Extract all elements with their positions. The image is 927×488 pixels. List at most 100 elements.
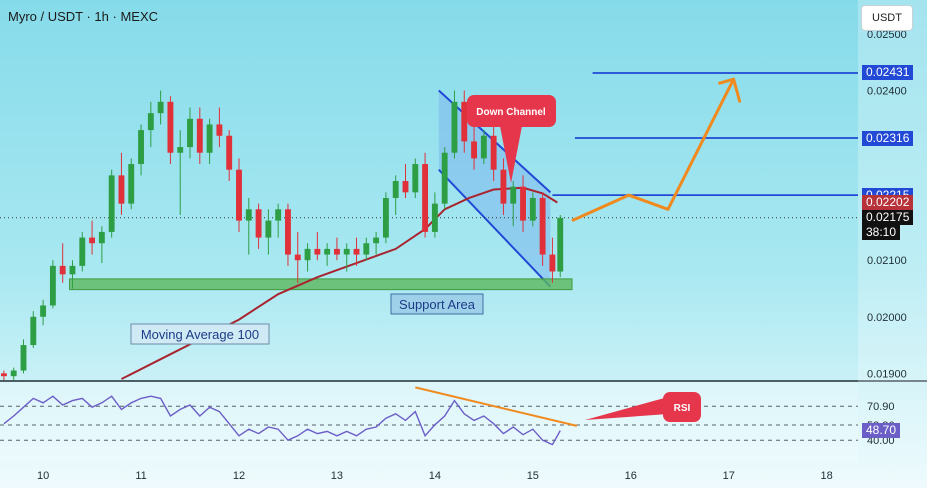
price-axis-area[interactable] xyxy=(858,0,927,488)
price-tag-target-2: 0.02316 xyxy=(862,130,914,146)
candle-body xyxy=(0,373,7,377)
candle-body xyxy=(373,237,380,244)
candle[interactable] xyxy=(549,237,556,283)
down-channel-label: Down Channel xyxy=(476,107,546,118)
candle[interactable] xyxy=(363,237,370,261)
candle[interactable] xyxy=(49,260,56,309)
candle[interactable] xyxy=(441,147,448,210)
candle[interactable] xyxy=(382,192,389,244)
price-tag-moving-average: 0.02202 xyxy=(862,195,914,210)
candle[interactable] xyxy=(0,370,7,381)
candle[interactable] xyxy=(187,107,193,159)
price-tag-last-price: 0.02175 xyxy=(862,210,914,226)
candle[interactable] xyxy=(206,118,213,165)
candle-body xyxy=(304,248,311,261)
candle[interactable] xyxy=(128,158,135,210)
candle[interactable] xyxy=(539,192,546,266)
down-channel-lower-line[interactable] xyxy=(438,169,552,288)
candle[interactable] xyxy=(40,299,47,326)
support-area-label-box xyxy=(390,293,484,315)
candle[interactable] xyxy=(236,158,242,232)
candle[interactable] xyxy=(255,203,262,249)
candle[interactable] xyxy=(557,214,564,278)
candle-body xyxy=(412,164,419,193)
projection-arrow[interactable] xyxy=(571,78,735,222)
candle[interactable] xyxy=(265,209,272,255)
candle[interactable] xyxy=(157,90,164,125)
candle[interactable] xyxy=(196,107,203,165)
candle-body xyxy=(353,248,360,255)
candle[interactable] xyxy=(89,220,96,255)
candle-body xyxy=(226,135,233,170)
moving-average-label: Moving Average 100 xyxy=(141,327,259,342)
candle-body xyxy=(79,237,86,266)
candle[interactable] xyxy=(245,197,252,255)
candle[interactable] xyxy=(480,130,487,165)
rsi-callout[interactable] xyxy=(663,392,701,422)
candle[interactable] xyxy=(461,90,468,153)
candle[interactable] xyxy=(30,311,37,348)
time-tick-label: 18 xyxy=(821,470,833,482)
rsi-pane-background xyxy=(0,381,858,462)
candle[interactable] xyxy=(392,175,399,215)
candle-body xyxy=(539,197,546,255)
candle[interactable] xyxy=(98,226,105,264)
candle[interactable] xyxy=(79,231,86,272)
candle[interactable] xyxy=(520,175,526,232)
down-channel-callout[interactable] xyxy=(467,95,556,127)
rsi-divergence-line[interactable] xyxy=(415,386,578,427)
candle-body xyxy=(89,237,96,244)
candle[interactable] xyxy=(333,237,340,261)
candle-body xyxy=(30,316,37,346)
candle[interactable] xyxy=(177,130,184,215)
time-tick-label: 16 xyxy=(625,470,637,482)
candle[interactable] xyxy=(500,158,507,215)
candle-body xyxy=(529,197,536,221)
candle-body xyxy=(236,169,242,221)
candle-body xyxy=(520,186,526,221)
candle[interactable] xyxy=(59,243,66,283)
candle[interactable] xyxy=(108,169,115,238)
candle[interactable] xyxy=(304,243,311,272)
candle[interactable] xyxy=(451,90,458,159)
support-area-zone[interactable] xyxy=(69,278,573,291)
candle[interactable] xyxy=(343,243,350,272)
candle[interactable] xyxy=(529,192,536,227)
candle-body xyxy=(187,118,193,148)
candle[interactable] xyxy=(471,124,477,170)
candle[interactable] xyxy=(138,124,144,176)
candle[interactable] xyxy=(167,96,174,165)
candle-body xyxy=(294,254,301,261)
candle[interactable] xyxy=(10,367,17,381)
candle[interactable] xyxy=(20,339,27,374)
candle[interactable] xyxy=(373,231,380,255)
candle[interactable] xyxy=(226,130,233,182)
candle[interactable] xyxy=(275,203,282,238)
candle-body xyxy=(343,248,350,255)
time-axis-area[interactable] xyxy=(0,462,858,488)
time-tick-label: 12 xyxy=(233,470,245,482)
candle[interactable] xyxy=(285,203,291,266)
candle-body xyxy=(285,209,291,255)
candle[interactable] xyxy=(324,243,331,266)
rsi-line[interactable] xyxy=(3,395,561,446)
candle[interactable] xyxy=(147,101,154,148)
candle[interactable] xyxy=(422,152,429,238)
candle-body xyxy=(324,248,331,255)
candle[interactable] xyxy=(412,158,419,198)
candle[interactable] xyxy=(314,231,321,261)
candle[interactable] xyxy=(294,231,301,283)
candle[interactable] xyxy=(402,164,409,198)
currency-selector[interactable]: USDT xyxy=(861,5,913,31)
candle[interactable] xyxy=(118,152,125,215)
candle-body xyxy=(69,265,76,275)
candle[interactable] xyxy=(216,107,223,148)
candle[interactable] xyxy=(431,192,438,238)
price-tick-label: 0.02000 xyxy=(867,312,907,324)
candle-body xyxy=(275,209,282,221)
candle[interactable] xyxy=(510,181,517,227)
candle[interactable] xyxy=(490,124,497,182)
candle[interactable] xyxy=(69,260,76,289)
candle[interactable] xyxy=(353,237,360,266)
